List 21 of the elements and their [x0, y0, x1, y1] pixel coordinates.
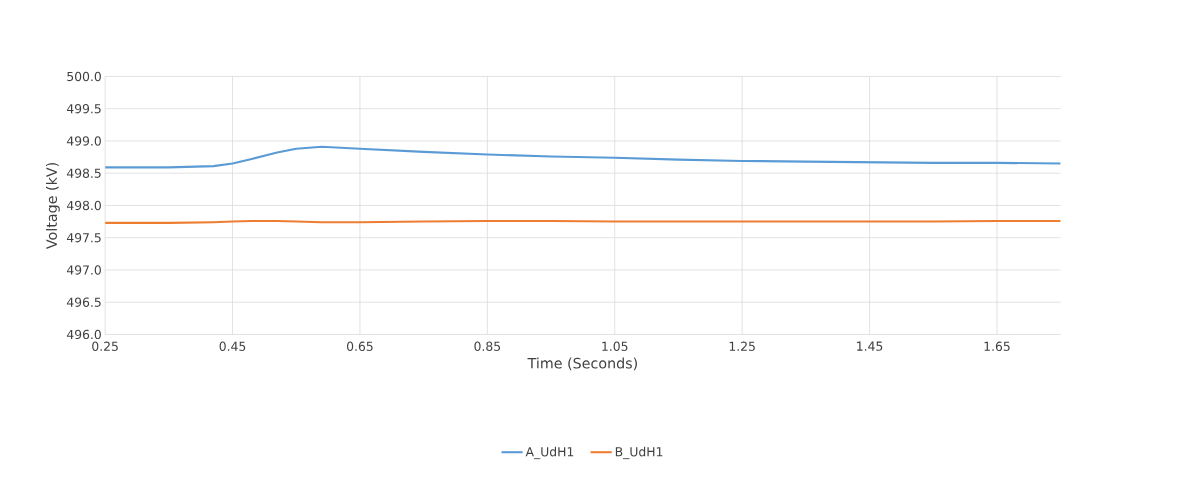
- x-tick-label: 0.65: [346, 341, 373, 352]
- y-tick-label: 498.5: [66, 168, 101, 179]
- y-tick-label: 499.0: [66, 136, 101, 146]
- x-tick-label: 0.85: [474, 341, 501, 352]
- x-tick-label: 0.25: [92, 341, 118, 352]
- y-tick-label: 498.0: [66, 200, 101, 211]
- y-tick-label: 497.5: [66, 233, 101, 243]
- x-tick-label: 1.05: [602, 341, 628, 352]
- y-tick-label: 499.5: [66, 104, 101, 114]
- y-tick-label: 500.0: [67, 71, 101, 82]
- y-axis-title: Voltage (kV): [45, 163, 60, 250]
- legend-label: A_UdH1: [525, 447, 574, 460]
- x-axis-title: Time (Seconds): [527, 357, 637, 371]
- y-tick-label: 496.5: [66, 297, 101, 308]
- x-tick-label: 1.65: [984, 341, 1010, 352]
- legend-label: B_UdH1: [615, 447, 663, 460]
- x-tick-label: 1.45: [857, 341, 883, 352]
- x-tick-label: 0.45: [219, 341, 246, 352]
- y-tick-label: 497.0: [66, 265, 101, 275]
- y-tick-label: 496.0: [66, 329, 101, 340]
- x-tick-label: 1.25: [729, 341, 755, 352]
